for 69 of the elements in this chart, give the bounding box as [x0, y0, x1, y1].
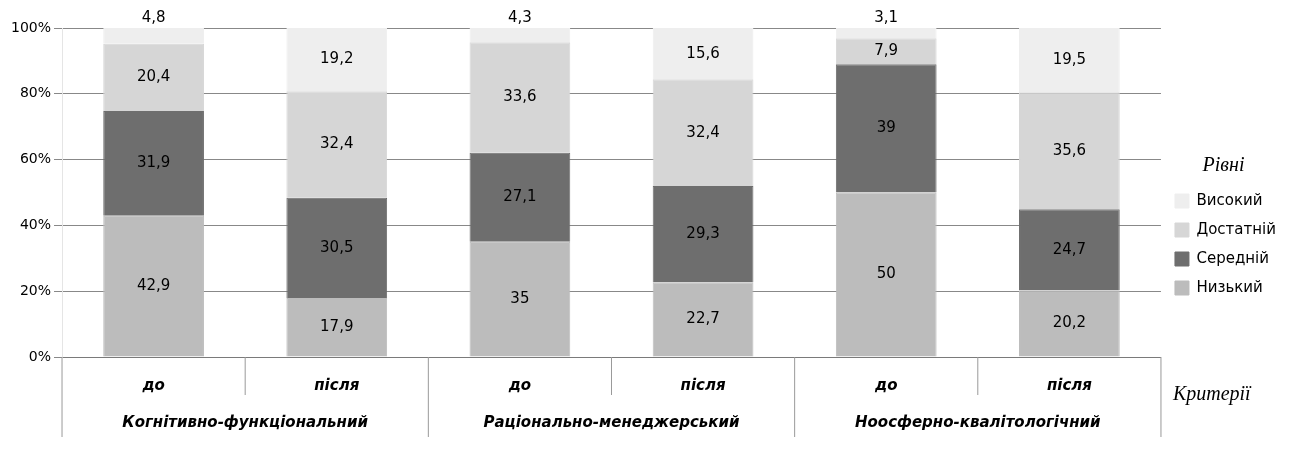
data-label: 20,4 — [136, 67, 171, 86]
bar — [286, 28, 388, 92]
data-label: 32,4 — [686, 122, 720, 141]
y-tick-label: 60% — [19, 150, 52, 167]
data-label: 17,9 — [320, 317, 354, 336]
bar — [1019, 92, 1120, 210]
y-tick-label: 0% — [28, 347, 52, 364]
x-tick-label: після — [680, 375, 726, 394]
bar — [835, 28, 937, 39]
bar — [1019, 290, 1120, 357]
data-label: 7,9 — [874, 41, 899, 60]
bar — [286, 298, 388, 357]
data-label: 31,9 — [136, 153, 171, 172]
data-label: 4,3 — [507, 7, 532, 26]
legend-label: Високий — [1196, 190, 1263, 209]
bar — [103, 28, 204, 44]
data-label: 29,3 — [686, 224, 720, 243]
legend-title: Рівні — [1201, 152, 1245, 175]
bar — [103, 43, 204, 111]
bar — [469, 241, 571, 357]
data-label: 20,2 — [1052, 313, 1087, 332]
y-tick-label: 80% — [19, 84, 52, 101]
data-label: 42,9 — [136, 276, 171, 295]
legend-label: Низький — [1196, 277, 1263, 296]
data-label: 24,7 — [1052, 239, 1087, 258]
bar — [1019, 209, 1120, 291]
x-tick-label: до — [507, 375, 532, 394]
y-tick-label: 40% — [19, 216, 52, 233]
bar — [286, 197, 388, 299]
bar — [1019, 28, 1120, 93]
data-label: 19,5 — [1052, 49, 1087, 68]
data-label: 35 — [510, 289, 530, 308]
text: Ноосферно-квалітологічний — [855, 412, 1102, 431]
bar — [469, 42, 571, 153]
data-label: 39 — [876, 118, 896, 137]
bar — [835, 64, 937, 193]
bar — [469, 152, 571, 242]
bar — [835, 38, 937, 65]
data-label: 4,8 — [141, 7, 166, 26]
data-label: 35,6 — [1052, 140, 1087, 159]
x-tick-label: після — [1046, 375, 1093, 394]
bar — [652, 28, 754, 80]
data-label: 3,1 — [874, 7, 899, 26]
data-label: 32,4 — [320, 134, 354, 153]
x-tick-label: до — [874, 375, 898, 394]
x-axis-title: Критерії — [1171, 382, 1253, 406]
text: Когнітивно-функціональний — [122, 412, 369, 431]
x-tick-label: до — [141, 375, 165, 394]
data-label: 30,5 — [320, 237, 354, 256]
y-tick-label: 20% — [19, 281, 52, 298]
data-label: 19,2 — [320, 49, 354, 68]
data-label: 33,6 — [503, 87, 537, 106]
data-label: 15,6 — [686, 43, 720, 62]
bar — [652, 79, 754, 186]
bar — [103, 110, 204, 216]
bar — [835, 192, 937, 357]
bar — [652, 185, 754, 283]
data-label: 50 — [876, 264, 896, 283]
legend-label: Достатній — [1196, 219, 1277, 238]
data-label: 27,1 — [503, 187, 537, 206]
data-label: 22,7 — [686, 309, 720, 328]
text: Раціонально-менеджерський — [483, 412, 740, 431]
y-tick-label: 100% — [10, 18, 52, 35]
bar — [652, 282, 754, 357]
bar — [103, 215, 204, 357]
bar — [469, 28, 571, 43]
x-tick-label: після — [314, 375, 360, 394]
bar — [286, 91, 388, 198]
legend-label: Середній — [1196, 248, 1270, 267]
